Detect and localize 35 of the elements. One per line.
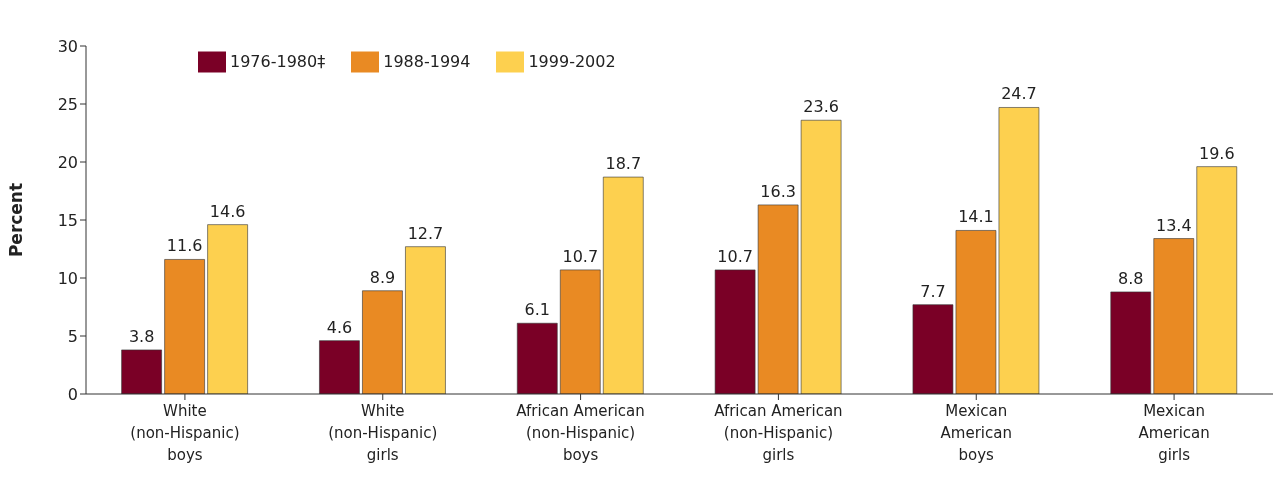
y-tick-label: 5	[67, 326, 78, 346]
data-label: 6.1	[524, 300, 550, 320]
x-tick-label: Mexican American boys	[940, 402, 1012, 464]
data-label: 14.1	[958, 207, 994, 227]
data-label: 19.6	[1198, 143, 1235, 163]
data-label: 8.8	[1118, 268, 1144, 288]
y-tick-label: 25	[57, 94, 78, 114]
data-label: 3.8	[128, 326, 155, 346]
data-label: 24.7	[1001, 84, 1037, 104]
x-tick-label: African American (non-Hispanic) girls	[714, 402, 843, 464]
data-label: 18.7	[605, 154, 642, 174]
data-label: 16.3	[760, 181, 796, 201]
data-label: 10.7	[562, 246, 599, 266]
x-tick-label: White (non-Hispanic) boys	[130, 402, 240, 464]
data-label: 8.9	[369, 267, 396, 287]
legend-label: 1976-1980‡	[230, 51, 326, 71]
data-label: 13.4	[1155, 215, 1192, 235]
y-tick-label: 30	[57, 36, 78, 56]
data-label: 12.7	[407, 223, 444, 243]
y-tick-label: 0	[67, 384, 78, 404]
y-tick-label: 20	[57, 152, 78, 172]
y-axis-title: Percent	[6, 182, 27, 258]
y-tick-label: 10	[57, 268, 78, 288]
data-label: 11.6	[166, 236, 203, 256]
y-tick-label: 15	[57, 210, 78, 230]
data-label: 14.6	[209, 201, 246, 221]
data-label: 10.7	[717, 246, 753, 266]
data-label: 7.7	[920, 281, 946, 301]
x-tick-label: White (non-Hispanic) girls	[328, 402, 438, 464]
data-label: 23.6	[803, 97, 839, 117]
legend-label: 1999-2002	[528, 51, 616, 71]
x-tick-label: Mexican American girls	[1138, 402, 1210, 464]
data-label: 4.6	[326, 317, 353, 337]
x-tick-label: African American (non-Hispanic) boys	[516, 402, 645, 464]
legend-label: 1988-1994	[383, 51, 471, 71]
